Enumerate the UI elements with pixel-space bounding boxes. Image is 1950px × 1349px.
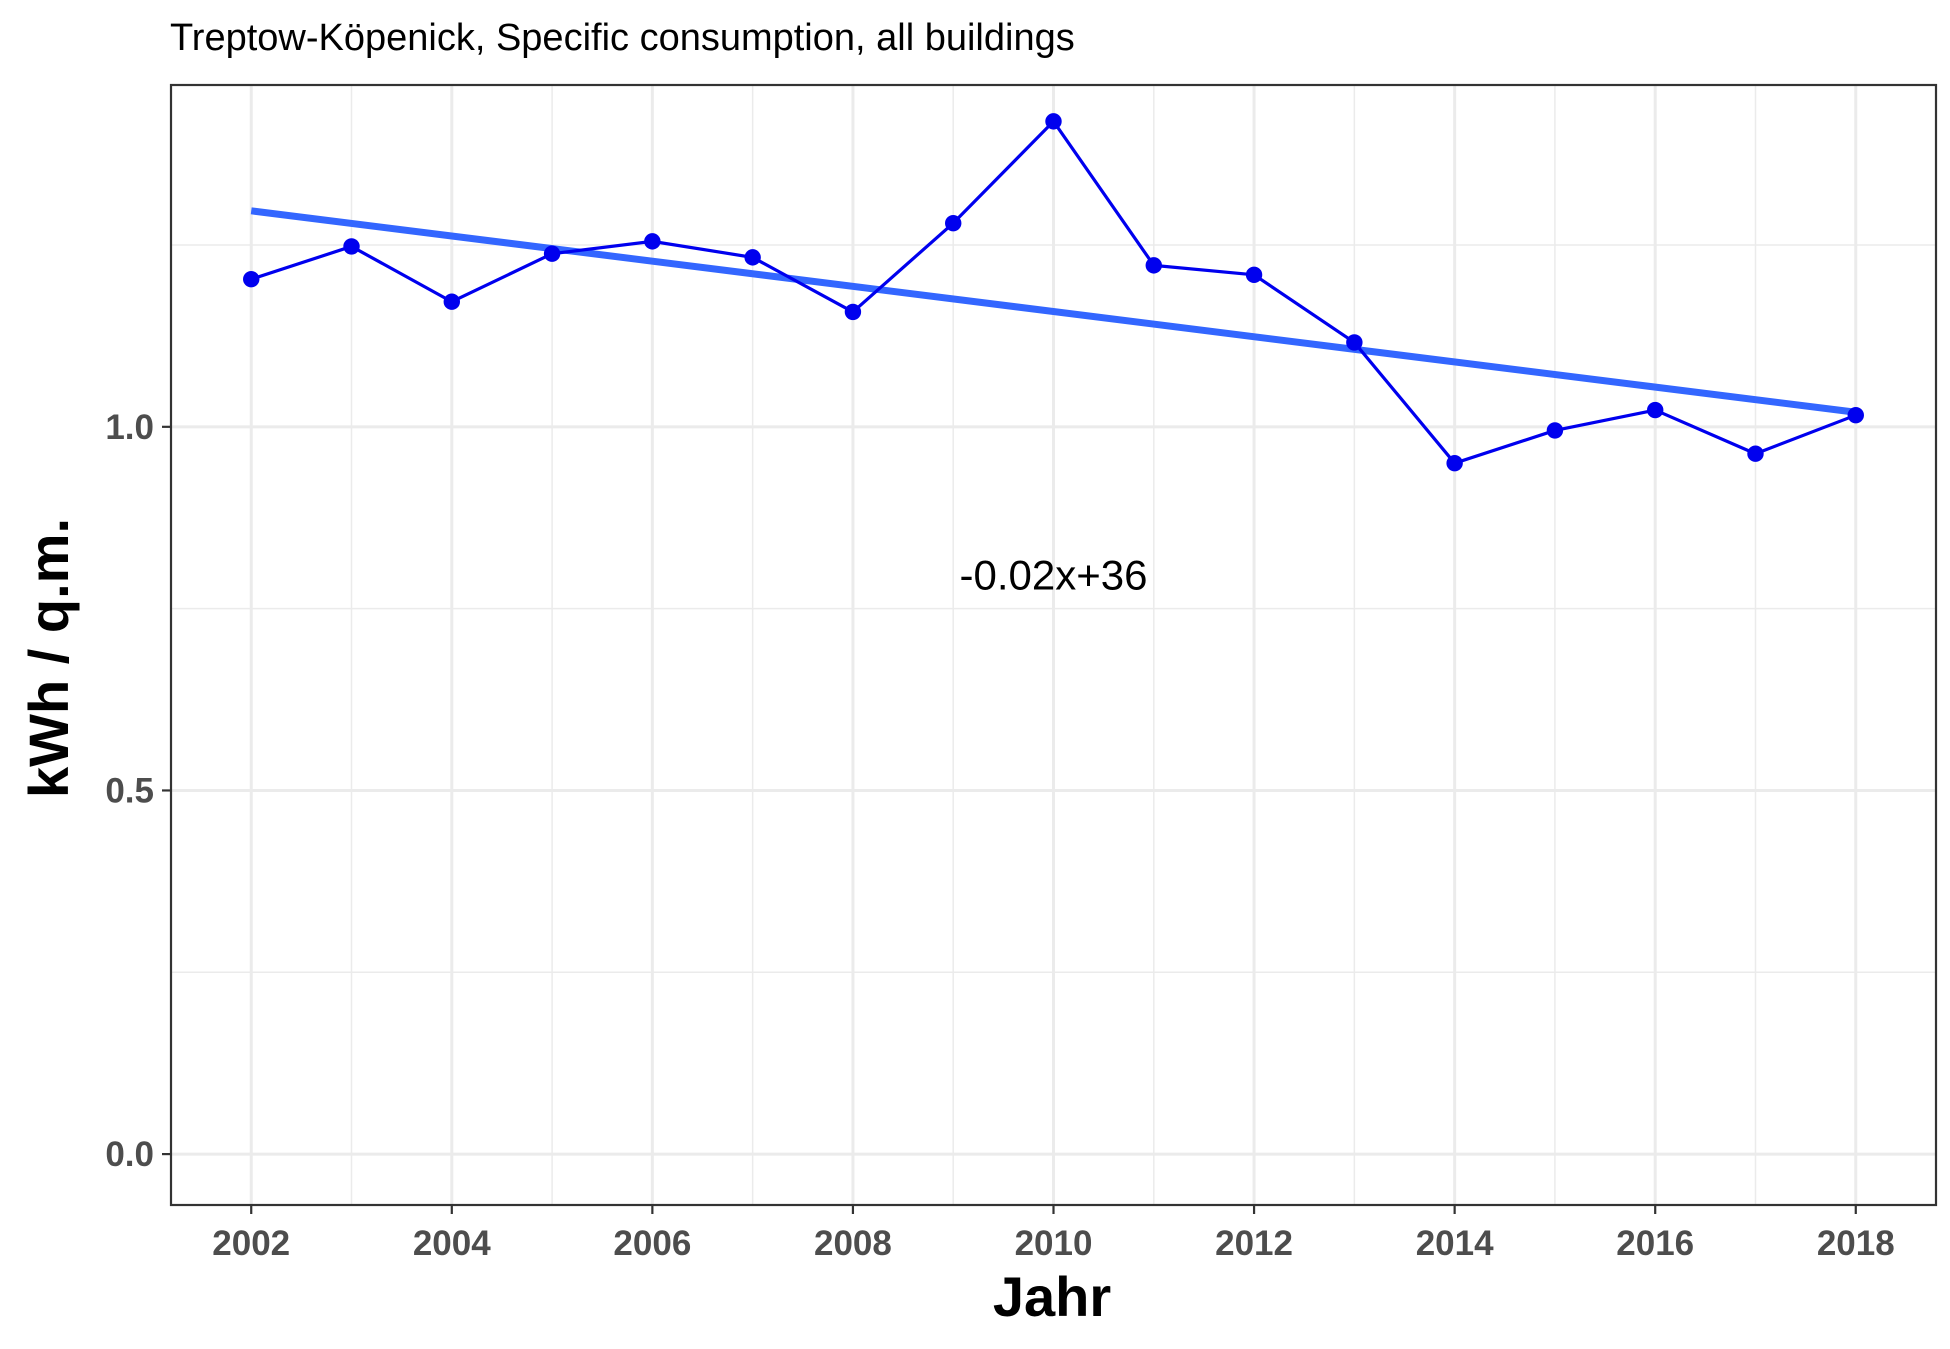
major-gridlines bbox=[171, 85, 1936, 1205]
data-point bbox=[1446, 454, 1463, 472]
y-tick-label: 0.5 bbox=[105, 771, 154, 810]
data-point bbox=[1847, 406, 1864, 424]
trend-equation-label: -0.02x+36 bbox=[960, 551, 1148, 598]
x-tick-label: 2018 bbox=[1817, 1224, 1895, 1263]
x-tick-label: 2002 bbox=[212, 1224, 290, 1263]
trend-line-layer bbox=[250, 207, 1857, 416]
x-tick-label: 2010 bbox=[1015, 1224, 1093, 1263]
y-tick-label: 0.0 bbox=[105, 1135, 154, 1174]
x-tick-label: 2004 bbox=[413, 1224, 491, 1263]
x-tick-label: 2012 bbox=[1215, 1224, 1293, 1263]
data-point bbox=[443, 293, 460, 310]
data-point bbox=[343, 238, 360, 255]
data-point bbox=[1045, 113, 1062, 130]
data-point bbox=[543, 245, 561, 262]
data-point bbox=[1145, 257, 1162, 274]
x-tick-label: 2016 bbox=[1616, 1224, 1694, 1263]
x-tick-label: 2014 bbox=[1416, 1224, 1494, 1263]
y-axis-title: kWh / q.m. bbox=[17, 518, 80, 798]
data-point bbox=[1346, 334, 1363, 351]
trend-line bbox=[250, 207, 1857, 416]
data-point bbox=[744, 249, 761, 266]
axis-ticks: 2002 2004 2006 2008 2010 2012 2014 2016 2018 0.0 0… bbox=[105, 408, 1894, 1263]
data-point bbox=[1647, 401, 1664, 419]
data-point bbox=[1245, 266, 1263, 284]
x-tick-label: 2008 bbox=[814, 1224, 892, 1263]
series-layer bbox=[243, 113, 1864, 472]
data-point bbox=[644, 233, 661, 250]
data-point bbox=[1546, 422, 1564, 439]
data-point bbox=[1747, 445, 1764, 462]
y-tick-label: 1.0 bbox=[105, 408, 154, 447]
x-tick-label: 2006 bbox=[613, 1224, 691, 1263]
chart-title: Treptow-Köpenick, Specific consumption, … bbox=[170, 17, 1075, 59]
data-point bbox=[945, 214, 962, 232]
x-axis-title: Jahr bbox=[993, 1265, 1111, 1328]
data-point bbox=[844, 303, 862, 321]
data-point bbox=[243, 270, 260, 288]
